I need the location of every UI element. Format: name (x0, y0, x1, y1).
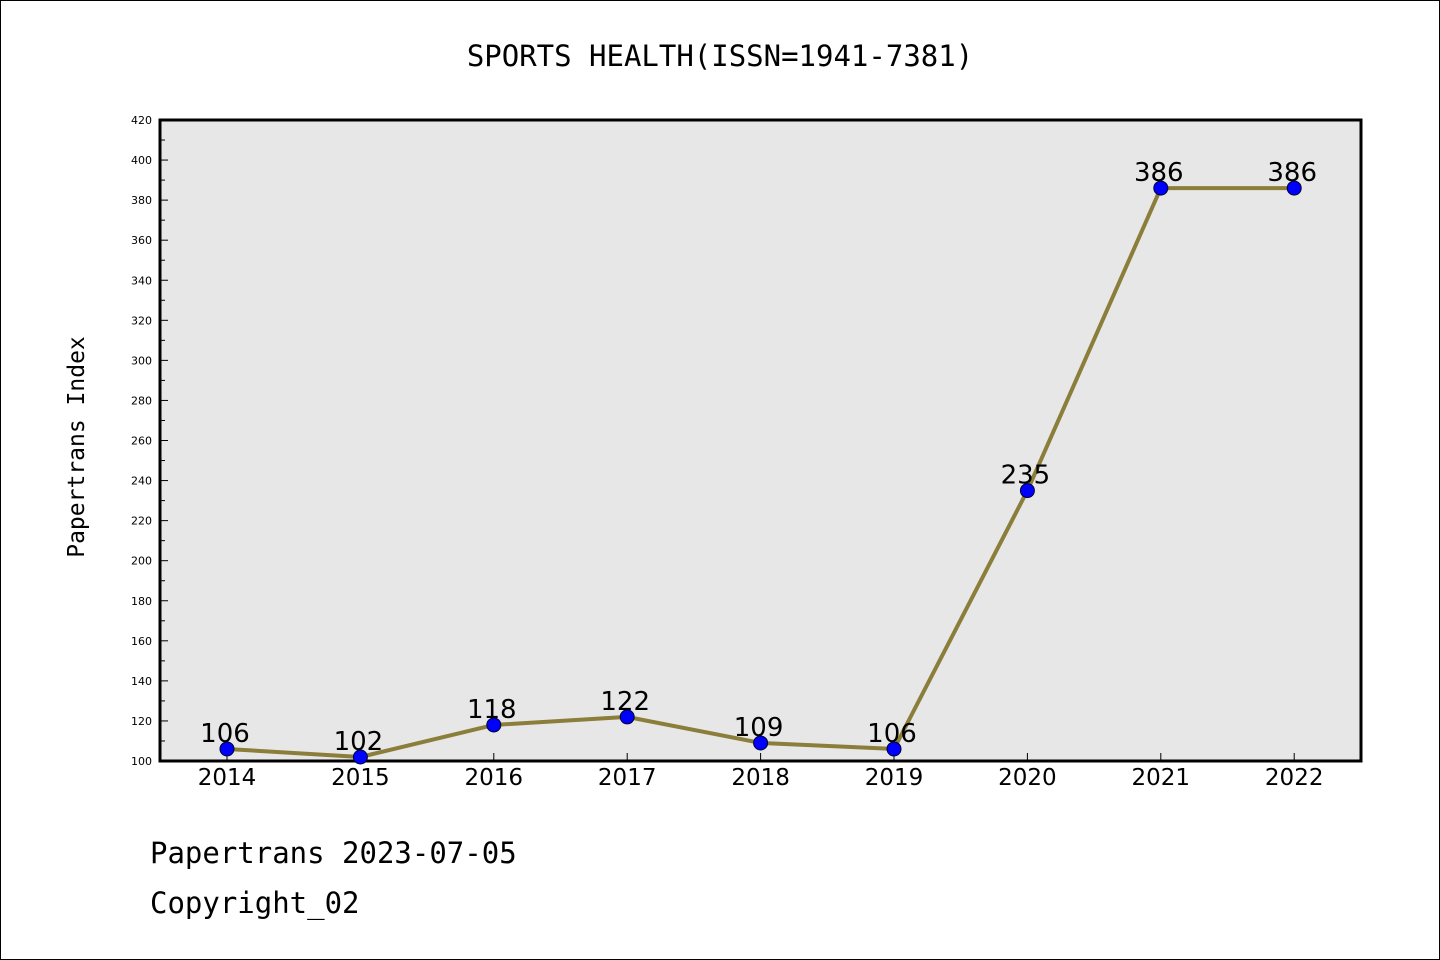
footer-date: Papertrans 2023-07-05 (150, 836, 517, 870)
y-tick-label: 340 (131, 274, 152, 287)
data-label: 118 (467, 695, 517, 725)
data-point (1019, 483, 1035, 499)
y-tick-label: 280 (131, 394, 152, 407)
y-tick-label: 300 (131, 354, 152, 367)
data-label: 109 (734, 713, 784, 743)
y-tick-label: 100 (131, 755, 152, 768)
data-point (219, 741, 235, 757)
x-tick-label: 2019 (865, 765, 924, 791)
x-tick-label: 2021 (1132, 765, 1191, 791)
data-label: 106 (867, 719, 917, 749)
data-label: 102 (334, 727, 384, 757)
data-point (753, 735, 769, 751)
chart-title: SPORTS HEALTH(ISSN=1941-7381) (467, 39, 973, 73)
y-tick-label: 420 (131, 114, 152, 127)
y-tick-label: 160 (131, 635, 152, 648)
data-label: 106 (200, 719, 250, 749)
y-tick-label: 220 (131, 515, 152, 528)
x-tick-label: 2017 (598, 765, 657, 791)
y-tick-label: 400 (131, 154, 152, 167)
x-tick-label: 2014 (198, 765, 257, 791)
x-tick-label: 2016 (465, 765, 524, 791)
x-tick-label: 2018 (731, 765, 790, 791)
y-tick-label: 240 (131, 475, 152, 488)
y-tick-label: 140 (131, 675, 152, 688)
data-point (486, 717, 502, 733)
data-point (352, 749, 368, 765)
y-tick-label: 200 (131, 555, 152, 568)
series (219, 180, 1302, 765)
y-tick-label: 320 (131, 314, 152, 327)
data-label: 386 (1267, 158, 1317, 188)
plot-area (158, 118, 1363, 763)
y-axis: 100 120 140 160 180 200 220 240 260 280 300 320 340 3… (131, 114, 168, 768)
x-tick-label: 2020 (998, 765, 1057, 791)
footer-copyright: Copyright_02 (150, 886, 360, 920)
x-axis: 2014 2015 2016 2017 2018 2019 2020 2021 2022 (198, 753, 1324, 791)
data-point (1153, 180, 1169, 196)
data-label: 235 (1001, 461, 1051, 491)
y-tick-label: 120 (131, 715, 152, 728)
data-labels: 106 102 118 122 109 106 235 386 386 (200, 158, 1317, 757)
data-label: 122 (600, 687, 650, 717)
y-tick-label: 380 (131, 194, 152, 207)
y-tick-label: 180 (131, 595, 152, 608)
data-point (886, 741, 902, 757)
y-axis-label: Papertrans Index (64, 336, 90, 558)
y-tick-label: 360 (131, 234, 152, 247)
x-tick-label: 2022 (1265, 765, 1324, 791)
x-tick-label: 2015 (331, 765, 390, 791)
data-label: 386 (1134, 158, 1184, 188)
data-point (619, 709, 635, 725)
data-point (1286, 180, 1302, 196)
y-tick-label: 260 (131, 435, 152, 448)
